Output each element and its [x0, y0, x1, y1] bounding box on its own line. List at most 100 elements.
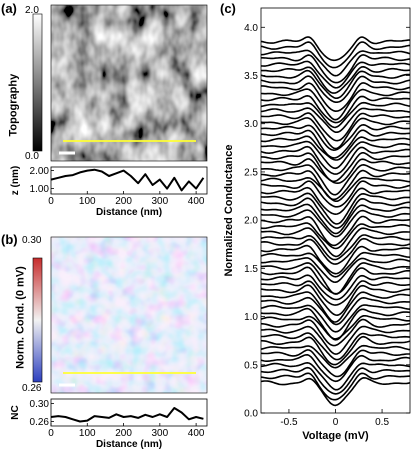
spectrum-trace — [261, 296, 410, 326]
spectrum-trace — [261, 107, 410, 133]
spectrum-trace — [261, 60, 410, 89]
panel-label-b: (b) — [1, 232, 18, 247]
spectrum-trace — [261, 124, 410, 151]
topography-image-frame — [50, 4, 208, 162]
spectra-y-tick-label: 3.5 — [244, 71, 258, 82]
panel-label-c: (c) — [220, 1, 236, 16]
spectra-y-tick-label: 2.5 — [244, 167, 258, 178]
spectrum-trace — [261, 377, 410, 407]
panel-label-a: (a) — [1, 1, 17, 16]
colorbar-a-min: 0.0 — [25, 151, 39, 162]
spectrum-trace — [261, 291, 410, 323]
spectrum-trace — [261, 169, 410, 201]
spectrum-trace — [261, 372, 410, 401]
spectra-y-tick-label: 0.5 — [244, 360, 258, 371]
spectra-y-tick-label: 4.0 — [244, 23, 258, 34]
spectrum-trace — [261, 262, 410, 295]
conductance-spectra-plot: 0.0 0.5 1.0 1.5 2.0 2.5 3.0 3.5 4.0 -0.5 0 0.5 Volta… — [223, 7, 411, 442]
z-profile-x-tick-label: 200 — [115, 196, 132, 207]
spectrum-trace — [261, 41, 410, 69]
spectra-x-tick-label: -0.5 — [280, 417, 298, 428]
spectrum-trace — [261, 192, 410, 225]
nc-profile-x-tick-label: 200 — [115, 428, 132, 439]
nc-profile-x-axis-label: Distance (nm) — [96, 439, 162, 450]
spectrum-trace — [261, 140, 410, 170]
nc-profile-line — [50, 407, 204, 423]
spectrum-trace — [261, 284, 410, 316]
spectrum-trace — [261, 129, 410, 159]
spectra-x-tick-label: 0 — [333, 417, 339, 428]
spectrum-trace — [261, 158, 410, 184]
spectra-y-tick-label: 1.5 — [244, 264, 258, 275]
nc-profile-x-tick-label: 0 — [48, 428, 54, 439]
z-profile-y-axis-label: z (nm) — [10, 166, 21, 195]
nc-profile-y-tick-label: 0.26 — [30, 417, 50, 428]
conductance-image — [51, 237, 207, 393]
spectrum-trace — [261, 307, 410, 341]
colorbar-b-max: 0.30 — [22, 235, 42, 246]
spectra-y-tick-label: 0.0 — [244, 409, 258, 420]
spectrum-trace — [261, 237, 410, 265]
z-profile-y-tick-label: 2.00 — [30, 166, 50, 177]
spectrum-trace — [261, 152, 410, 183]
spectra-traces — [261, 36, 410, 407]
spectrum-trace — [261, 75, 410, 103]
spectrum-trace — [261, 36, 410, 62]
spectrum-trace — [261, 176, 410, 202]
spectrum-trace — [261, 318, 410, 347]
spectrum-trace — [261, 349, 410, 378]
spectrum-trace — [261, 49, 410, 77]
spectrum-trace — [261, 54, 410, 84]
spectrum-trace — [261, 186, 410, 215]
spectrum-trace — [261, 222, 410, 250]
nc-profile-frame — [50, 398, 208, 427]
spectrum-trace — [261, 215, 410, 247]
spectrum-trace — [261, 332, 410, 361]
spectrum-trace — [261, 234, 410, 261]
spectrum-trace — [261, 366, 410, 395]
spectrum-trace — [261, 280, 410, 306]
spectrum-trace — [261, 209, 410, 238]
spectra-y-tick-label: 2.0 — [244, 216, 258, 227]
spectra-x-axis-label: Voltage (mV) — [302, 430, 369, 442]
nc-profile-y-axis-label: NC — [10, 405, 21, 419]
colorbar-a — [32, 13, 43, 152]
spectrum-trace — [261, 180, 410, 208]
spectrum-trace — [261, 145, 410, 175]
z-profile-y-tick-label: 1.00 — [30, 184, 50, 195]
colorbar-b-min: 0.26 — [22, 383, 42, 394]
conductance-image-frame — [50, 236, 208, 394]
spectrum-trace — [261, 251, 410, 278]
spectrum-trace — [261, 88, 410, 121]
spectrum-trace — [261, 69, 410, 99]
spectrum-trace — [261, 82, 410, 112]
spectra-y-axis-label: Normalized Conductance — [223, 144, 235, 276]
spectrum-trace — [261, 197, 410, 229]
spectrum-trace — [261, 203, 410, 235]
spectrum-trace — [261, 257, 410, 283]
topography-image — [51, 5, 207, 161]
z-profile-frame — [50, 166, 208, 195]
spectrum-trace — [261, 362, 410, 391]
spectrum-trace — [261, 112, 410, 142]
spectrum-trace — [261, 274, 410, 301]
z-profile-line — [50, 168, 205, 192]
spectrum-trace — [261, 66, 410, 94]
spectrum-trace — [261, 117, 410, 150]
z-profile-x-tick-label: 100 — [79, 196, 96, 207]
z-profile-x-axis-label: Distance (nm) — [96, 207, 162, 218]
nc-profile-x-tick-label: 300 — [151, 428, 168, 439]
nc-profile-x-tick-label: 400 — [188, 428, 205, 439]
spectrum-trace — [261, 227, 410, 258]
spectrum-trace — [261, 266, 410, 295]
spectrum-trace — [261, 95, 410, 124]
colorbar-b — [32, 257, 43, 383]
nc-profile-x-tick-label: 100 — [79, 428, 96, 439]
spectrum-trace — [261, 164, 410, 196]
nc-profile-plot: 0 100 200 300 400 0.30 0.26 Distance (nm) NC — [10, 398, 208, 450]
nc-profile-y-tick-label: 0.30 — [30, 399, 50, 410]
spectra-y-tick-label: 3.0 — [244, 119, 258, 130]
spectrum-trace — [261, 304, 410, 333]
z-profile-x-tick-label: 0 — [48, 196, 54, 207]
